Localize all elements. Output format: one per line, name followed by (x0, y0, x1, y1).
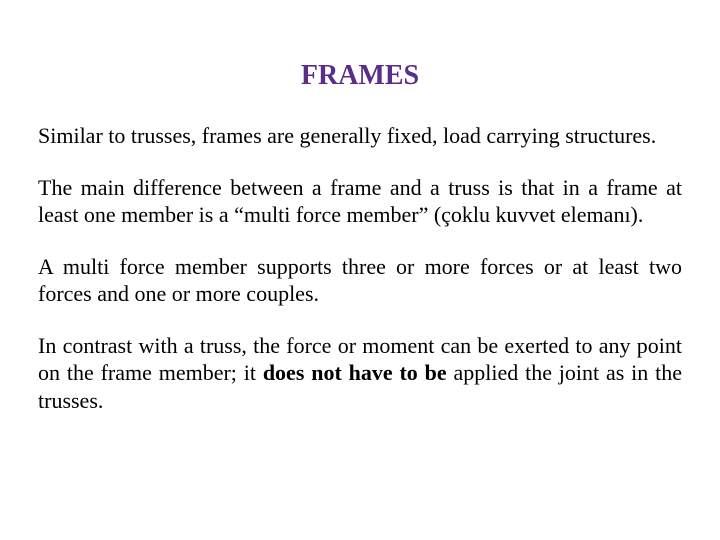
paragraph-4: In contrast with a truss, the force or m… (38, 332, 682, 415)
bold-run: does not have to be (263, 360, 447, 385)
paragraph-1: Similar to trusses, frames are generally… (38, 122, 682, 150)
slide-container: FRAMES Similar to trusses, frames are ge… (0, 0, 720, 540)
paragraph-2: The main difference between a frame and … (38, 174, 682, 229)
paragraph-3: A multi force member supports three or m… (38, 253, 682, 308)
slide-title: FRAMES (38, 60, 682, 92)
